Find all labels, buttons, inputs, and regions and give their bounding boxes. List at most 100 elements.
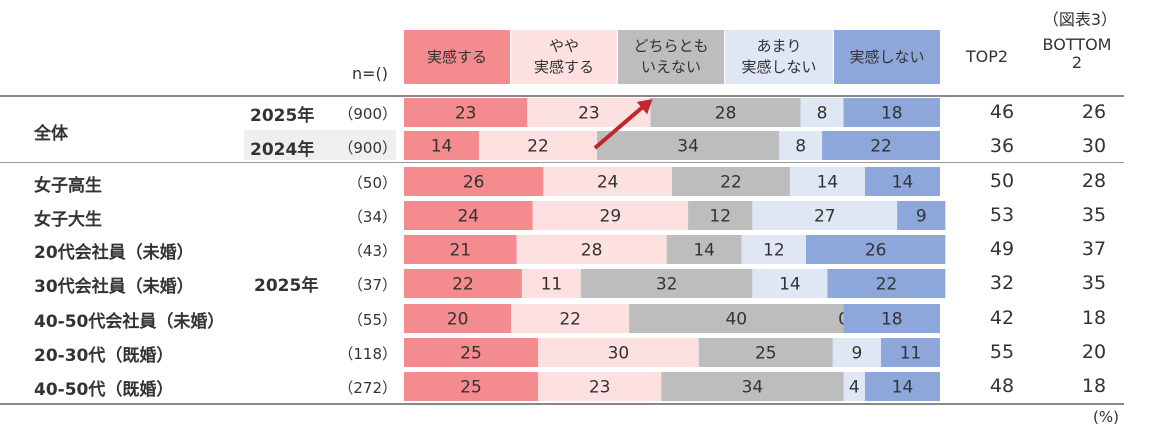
bar-segment-r8-s3 (843, 372, 865, 401)
data-label-r2-s2: 22 (720, 173, 742, 193)
bar-segment-r3-s4 (897, 201, 946, 230)
top2-value-2: 50 (989, 170, 1015, 192)
bar-segment-r0-s1 (527, 98, 651, 127)
data-label-r0-s2: 28 (715, 104, 737, 124)
data-label-r4-s0: 21 (449, 241, 471, 261)
legend-cat-2-label: やや 実感する (533, 37, 594, 76)
row-label-7: 20-30代（既婚） (34, 346, 174, 366)
bottom2-value-5: 35 (1081, 272, 1107, 294)
bar-segment-r5-s3 (752, 269, 828, 298)
n-value-2: （50） (347, 174, 397, 192)
figure-label: （図表3） (1042, 10, 1117, 29)
group-divider (0, 162, 1124, 163)
year-2025-overall: 2025年 (250, 106, 315, 126)
data-label-r2-s4: 14 (892, 173, 914, 193)
trend-arrow-shaft (593, 100, 650, 150)
bar-segment-r7-s3 (832, 338, 882, 367)
legend-cat-4-label: あまり 実感しない (741, 37, 817, 76)
bottom2-value-6: 18 (1081, 307, 1107, 329)
n-value-1: （900） (338, 139, 397, 157)
bar-segment-r6-s4 (843, 304, 940, 333)
legend-cat-4: あまり 実感しない (725, 30, 833, 84)
data-label-r0-s0: 23 (455, 104, 477, 124)
top2-value-6: 42 (989, 307, 1015, 329)
data-label-r3-s2: 12 (709, 207, 731, 227)
data-label-r3-s1: 29 (600, 207, 622, 227)
bar-segment-r3-s2 (688, 201, 753, 230)
data-label-r4-s3: 12 (763, 241, 785, 261)
bar-segment-r6-s1 (511, 304, 630, 333)
overall-label: 全体 (34, 124, 68, 144)
data-label-r3-s0: 24 (457, 207, 479, 227)
year-2025-segments: 2025年 (254, 276, 319, 296)
data-label-r1-s3: 8 (795, 137, 806, 157)
sample-size-header: n=() (352, 64, 389, 83)
data-label-r2-s1: 24 (597, 173, 619, 193)
year-2024-overall: 2024年 (250, 140, 315, 160)
data-label-r0-s4: 18 (881, 104, 903, 124)
row-label-6: 40-50代会社員（未婚） (34, 312, 225, 332)
data-label-r0-s1: 23 (578, 104, 600, 124)
legend-cat-1-label: 実感する (426, 47, 487, 66)
data-label-r6-s0: 20 (447, 310, 469, 330)
data-label-r7-s4: 11 (900, 344, 922, 364)
bar-segment-r3-s0 (404, 201, 533, 230)
bar-segment-r1-s4 (822, 131, 940, 160)
bottom2-header: BOTTOM 2 (1042, 35, 1112, 72)
legend-cat-5: 実感しない (834, 30, 940, 84)
bar-segment-r4-s1 (516, 235, 667, 264)
bottom2-value-2: 28 (1081, 170, 1107, 192)
bar-segment-r2-s4 (864, 167, 940, 196)
bar-segment-r1-s2 (596, 131, 780, 160)
data-label-r8-s2: 34 (742, 378, 764, 398)
bar-segment-r7-s4 (881, 338, 940, 367)
n-value-6: （55） (347, 311, 397, 329)
n-value-5: （37） (347, 276, 397, 294)
data-label-r2-s0: 26 (463, 173, 485, 193)
bar-segment-r5-s4 (827, 269, 946, 298)
bottom2-value-8: 18 (1081, 375, 1107, 397)
bar-segment-r5-s2 (580, 269, 753, 298)
bar-segment-r6-s0 (404, 304, 512, 333)
data-label-r3-s3: 27 (814, 207, 836, 227)
bar-segment-r0-s2 (650, 98, 801, 127)
bar-segment-r6-s2 (629, 304, 844, 333)
bar-segment-r2-s3 (789, 167, 865, 196)
data-label-r8-s3: 4 (849, 378, 860, 398)
top2-value-3: 53 (989, 204, 1015, 226)
n-value-4: （43） (347, 242, 397, 260)
row-label-2: 女子高生 (34, 176, 102, 196)
data-label-r6-s4: 18 (881, 310, 903, 330)
data-label-r6-s2: 40 (725, 310, 747, 330)
top2-value-7: 55 (989, 341, 1015, 363)
bar-segment-r7-s1 (538, 338, 699, 367)
data-label-r8-s1: 23 (589, 378, 611, 398)
data-label-r7-s1: 30 (608, 344, 630, 364)
data-label-r3-s4: 9 (916, 207, 927, 227)
data-label-r0-s3: 8 (817, 104, 828, 124)
bar-segment-r1-s0 (404, 131, 480, 160)
n-value-7: （118） (338, 345, 397, 363)
row-label-3: 女子大生 (34, 210, 102, 230)
bottom2-value-0: 26 (1081, 101, 1107, 123)
data-label-r5-s2: 32 (656, 275, 678, 295)
bar-segment-r4-s4 (806, 235, 946, 264)
top2-value-0: 46 (989, 101, 1015, 123)
n-value-8: （272） (338, 379, 397, 397)
data-label-r4-s1: 28 (581, 241, 603, 261)
bar-segment-r8-s0 (404, 372, 538, 401)
n-value-0: （900） (338, 105, 397, 123)
bottom2-value-3: 35 (1081, 204, 1107, 226)
bar-segment-r3-s1 (532, 201, 689, 230)
bar-segment-r1-s1 (479, 131, 597, 160)
trend-arrow-head (636, 99, 653, 115)
data-label-r8-s0: 25 (460, 378, 482, 398)
bar-segment-r4-s2 (666, 235, 742, 264)
data-label-r7-s0: 25 (460, 344, 482, 364)
bar-segment-r7-s0 (404, 338, 538, 367)
top-rule (0, 95, 1124, 97)
bar-segment-r2-s1 (543, 167, 672, 196)
legend-cat-2: やや 実感する (511, 30, 617, 84)
bar-segment-r5-s1 (521, 269, 581, 298)
